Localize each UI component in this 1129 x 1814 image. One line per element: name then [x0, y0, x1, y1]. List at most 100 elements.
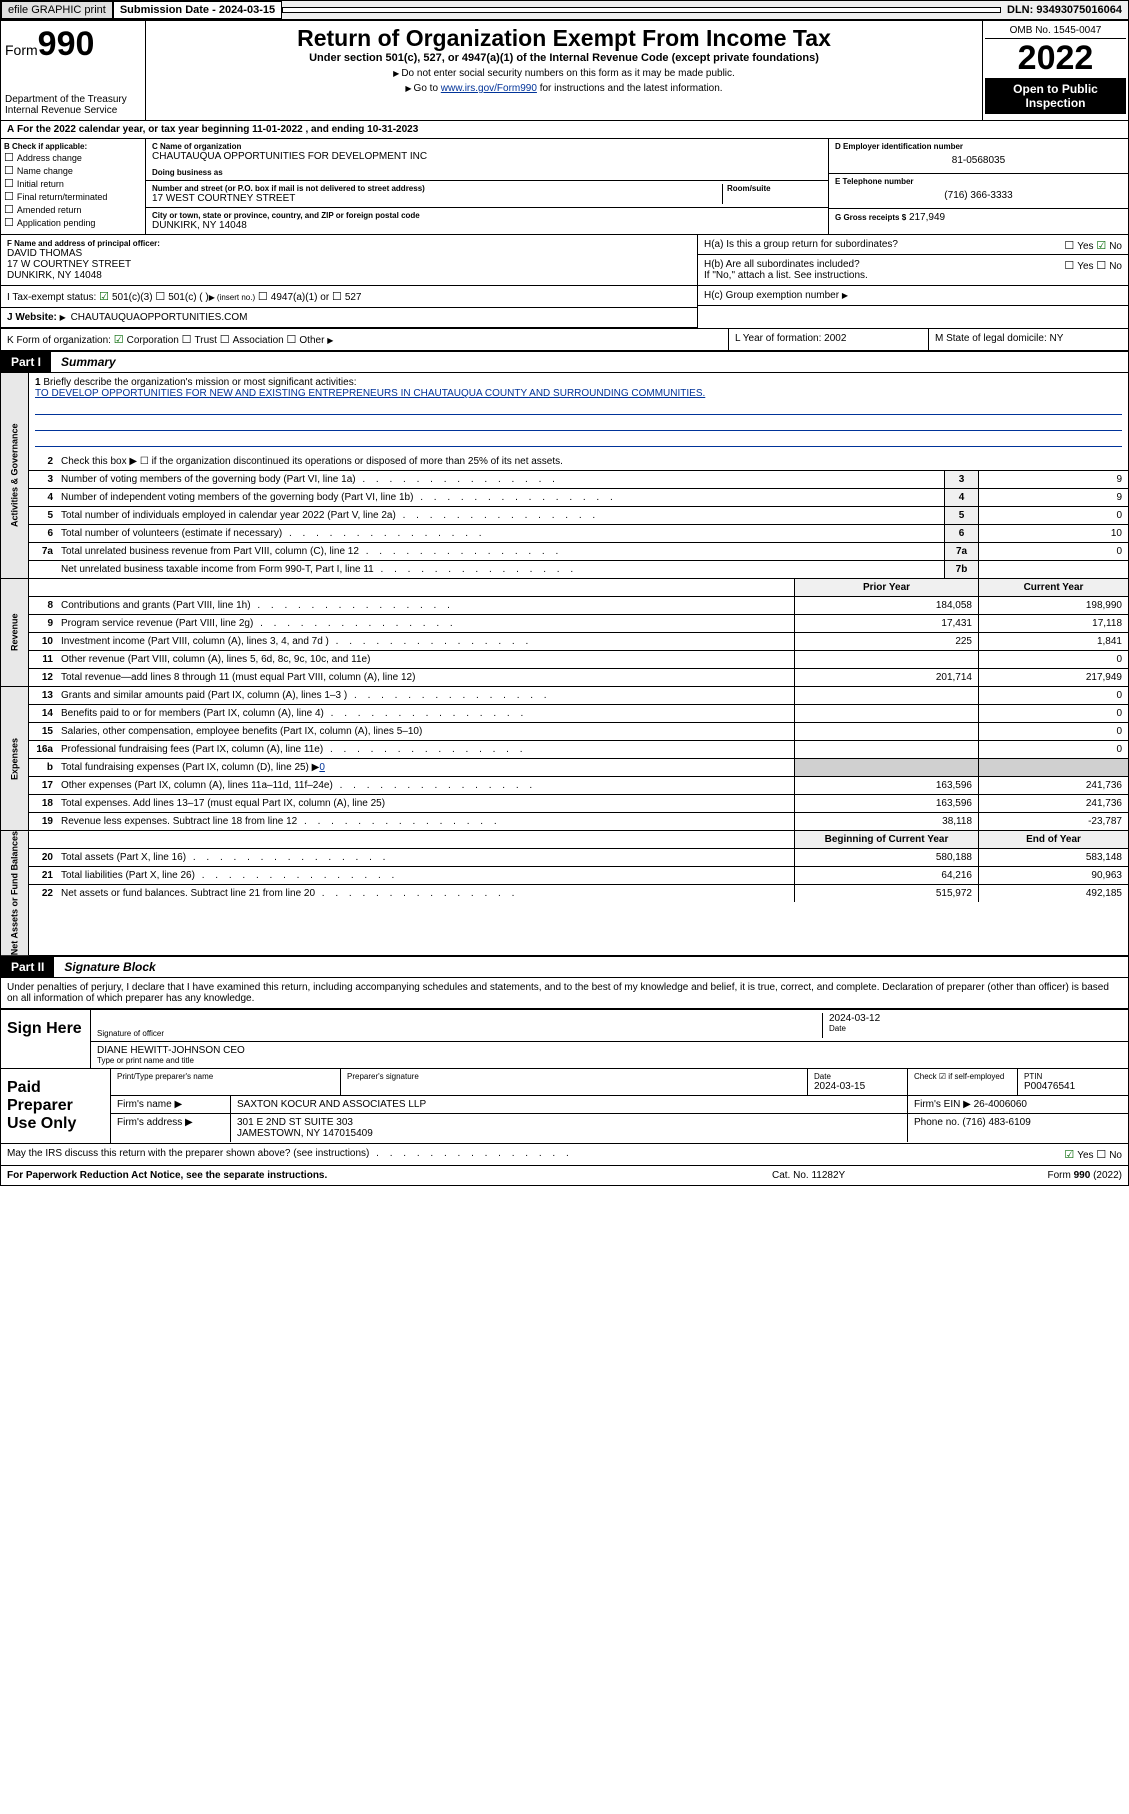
block-b-g: B Check if applicable: Address change Na… — [0, 139, 1129, 235]
hb-yes[interactable]: Yes — [1064, 261, 1093, 272]
part-ii-label: Part II — [1, 957, 54, 977]
chk-527[interactable]: 527 — [332, 292, 362, 303]
dba-lbl: Doing business as — [152, 168, 822, 177]
l16a: Professional fundraising fees (Part IX, … — [57, 741, 794, 758]
website: CHAUTAUQUAOPPORTUNITIES.COM — [71, 312, 248, 323]
irs-link[interactable]: www.irs.gov/Form990 — [441, 83, 537, 94]
l16b-pre: Total fundraising expenses (Part IX, col… — [61, 762, 319, 773]
irs: Internal Revenue Service — [5, 105, 141, 116]
l11c: 0 — [978, 651, 1128, 668]
j-lbl: J Website: — [7, 312, 57, 323]
part-i-label: Part I — [1, 352, 51, 372]
l13p — [794, 687, 978, 704]
hc-lbl: H(c) Group exemption number — [704, 290, 839, 301]
l19: Revenue less expenses. Subtract line 18 … — [57, 813, 794, 830]
sig-lbl: Signature of officer — [97, 1029, 822, 1038]
self-emp[interactable]: Check ☑ if self-employed — [908, 1069, 1018, 1095]
firm-addr-lbl: Firm's address ▶ — [111, 1114, 231, 1142]
dept-treasury: Department of the Treasury — [5, 94, 141, 105]
sign-date: 2024-03-12 — [829, 1013, 1122, 1024]
hb-no[interactable]: No — [1096, 261, 1122, 272]
l14p — [794, 705, 978, 722]
chk-4947[interactable]: 4947(a)(1) or — [258, 292, 329, 303]
l7a: Total unrelated business revenue from Pa… — [57, 543, 944, 560]
chk-trust[interactable]: Trust — [182, 335, 217, 346]
paid-preparer-block: Paid Preparer Use Only Print/Type prepar… — [0, 1069, 1129, 1144]
l2: Check this box ▶ ☐ if the organization d… — [57, 453, 1128, 470]
chk-501c[interactable]: 501(c) ( ) — [155, 292, 208, 303]
l3v: 9 — [978, 471, 1128, 488]
firm-addr: 301 E 2ND ST SUITE 303 — [237, 1117, 901, 1128]
l21: Total liabilities (Part X, line 26) — [57, 867, 794, 884]
l17p: 163,596 — [794, 777, 978, 794]
phone: (716) 366-3333 — [835, 186, 1122, 205]
discuss-no[interactable]: No — [1096, 1150, 1122, 1161]
l15p — [794, 723, 978, 740]
firm-name: SAXTON KOCUR AND ASSOCIATES LLP — [231, 1096, 908, 1113]
l20p: 580,188 — [794, 849, 978, 866]
l8p: 184,058 — [794, 597, 978, 614]
l22c: 492,185 — [978, 885, 1128, 902]
chk-pending[interactable]: Application pending — [4, 216, 142, 229]
paperwork-notice: For Paperwork Reduction Act Notice, see … — [7, 1170, 772, 1181]
l22: Net assets or fund balances. Subtract li… — [57, 885, 794, 902]
goto-post: for instructions and the latest informat… — [537, 83, 723, 94]
chk-501c3[interactable]: 501(c)(3) — [99, 292, 152, 303]
prep-name-lbl: Print/Type preparer's name — [117, 1072, 334, 1081]
h-curr: Current Year — [978, 579, 1128, 596]
l7b: Net unrelated business taxable income fr… — [57, 561, 944, 578]
l17: Other expenses (Part IX, column (A), lin… — [57, 777, 794, 794]
l18p: 163,596 — [794, 795, 978, 812]
goto-pre: Go to — [414, 83, 441, 94]
chk-final[interactable]: Final return/terminated — [4, 190, 142, 203]
chk-name[interactable]: Name change — [4, 164, 142, 177]
chk-address[interactable]: Address change — [4, 151, 142, 164]
tax-year-text: For the 2022 calendar year, or tax year … — [17, 124, 418, 135]
chk-other[interactable]: Other — [287, 335, 325, 346]
l4v: 9 — [978, 489, 1128, 506]
tax-year: 2022 — [985, 39, 1126, 78]
h-beg: Beginning of Current Year — [794, 831, 978, 848]
side-expenses: Expenses — [1, 687, 29, 830]
firm-ein-lbl: Firm's EIN ▶ — [914, 1099, 971, 1110]
h-end: End of Year — [978, 831, 1128, 848]
hb-note: If "No," attach a list. See instructions… — [704, 270, 1122, 281]
ein: 81-0568035 — [835, 151, 1122, 170]
state-domicile: NY — [1050, 333, 1064, 344]
discuss-yes[interactable]: Yes — [1064, 1150, 1093, 1161]
l12p: 201,714 — [794, 669, 978, 686]
l12c: 217,949 — [978, 669, 1128, 686]
l14c: 0 — [978, 705, 1128, 722]
open-inspection: Open to Public Inspection — [985, 78, 1126, 114]
mission-text: TO DEVELOP OPPORTUNITIES FOR NEW AND EXI… — [35, 388, 1122, 399]
l8c: 198,990 — [978, 597, 1128, 614]
block-f-h: F Name and address of principal officer:… — [0, 235, 1129, 329]
chk-assoc[interactable]: Association — [220, 335, 284, 346]
signer-name: DIANE HEWITT-JOHNSON CEO — [97, 1045, 1122, 1056]
ha-yes[interactable]: Yes — [1064, 241, 1093, 252]
part-i-title: Summary — [51, 352, 1128, 372]
l15c: 0 — [978, 723, 1128, 740]
l16ap — [794, 741, 978, 758]
l3: Number of voting members of the governin… — [57, 471, 944, 488]
side-revenue: Revenue — [1, 579, 29, 686]
chk-amended[interactable]: Amended return — [4, 203, 142, 216]
l19p: 38,118 — [794, 813, 978, 830]
chk-initial[interactable]: Initial return — [4, 177, 142, 190]
firm-lbl: Firm's name ▶ — [111, 1096, 231, 1113]
form-ref: Form 990 (2022) — [972, 1170, 1122, 1181]
gross-receipts: 217,949 — [909, 212, 945, 223]
l6v: 10 — [978, 525, 1128, 542]
chk-corp[interactable]: Corporation — [114, 335, 179, 346]
l18c: 241,736 — [978, 795, 1128, 812]
efile-print-btn[interactable]: efile GRAPHIC print — [1, 1, 113, 19]
l11: Other revenue (Part VIII, column (A), li… — [57, 651, 794, 668]
ha-no[interactable]: No — [1096, 241, 1122, 252]
addr-lbl: Number and street (or P.O. box if mail i… — [152, 184, 722, 193]
prep-date: 2024-03-15 — [814, 1081, 901, 1092]
org-name: CHAUTAUQUA OPPORTUNITIES FOR DEVELOPMENT… — [152, 151, 822, 162]
l-lbl: L Year of formation: — [735, 333, 821, 344]
side-netassets: Net Assets or Fund Balances — [1, 831, 29, 955]
signer-name-lbl: Type or print name and title — [97, 1056, 1122, 1065]
sign-date-lbl: Date — [829, 1024, 1122, 1033]
